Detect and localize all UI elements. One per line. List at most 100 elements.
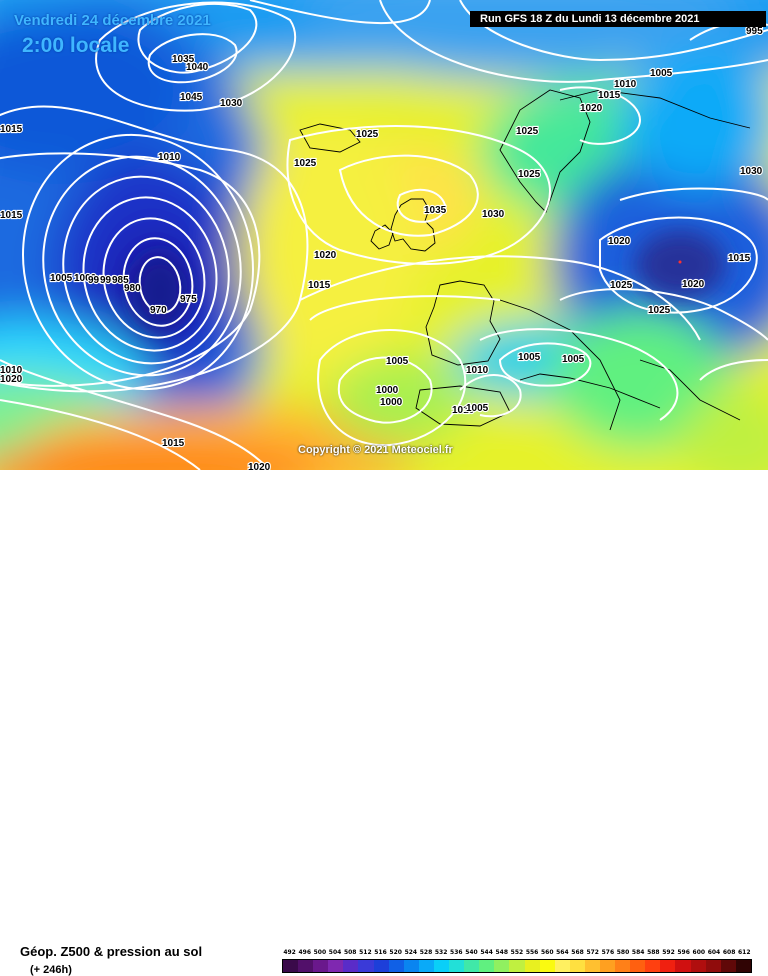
legend-swatch bbox=[298, 960, 314, 972]
legend-swatch bbox=[599, 960, 616, 972]
isobar-label: 1025 bbox=[294, 158, 317, 169]
legend-value: 560 bbox=[540, 949, 554, 956]
isobar-label: 1015 bbox=[162, 438, 185, 449]
legend-value: 508 bbox=[343, 949, 357, 956]
legend-value: 552 bbox=[510, 949, 524, 956]
z500-pressure-map: 1035 1040 1045 1030 1010 1025 1015 1025 … bbox=[0, 0, 768, 470]
legend-value: 520 bbox=[389, 949, 402, 956]
isobar-label: 1005 bbox=[650, 68, 673, 79]
forecast-date: Vendredi 24 décembre 2021 bbox=[14, 12, 211, 29]
legend-swatch bbox=[403, 960, 419, 972]
legend-swatch bbox=[675, 960, 691, 972]
legend-value: 496 bbox=[298, 949, 311, 956]
isobar-label: 1015 bbox=[0, 124, 23, 135]
isobar-label: 1010 bbox=[466, 365, 489, 376]
legend-value: 524 bbox=[404, 949, 418, 956]
legend-value: 612 bbox=[738, 949, 751, 956]
isobar-label: 1020 bbox=[0, 374, 23, 385]
legend-swatch bbox=[569, 960, 585, 972]
isobar-label: 1045 bbox=[180, 92, 203, 103]
isobar-label: 1035 bbox=[172, 54, 195, 65]
legend-swatch bbox=[283, 960, 299, 972]
legend-value: 608 bbox=[722, 949, 736, 956]
legend-value: 568 bbox=[571, 949, 584, 956]
legend-swatch bbox=[630, 960, 646, 972]
map-title: Géop. Z500 & pression au sol bbox=[20, 944, 203, 959]
legend-color-bar bbox=[282, 959, 752, 973]
isobar-label: 1005 bbox=[466, 403, 489, 414]
isobar-label: 1025 bbox=[356, 129, 379, 140]
isobar-label: 1035 bbox=[424, 205, 447, 216]
isobar-label: 1020 bbox=[314, 250, 337, 261]
legend-swatch bbox=[313, 960, 329, 972]
legend-value: 516 bbox=[374, 949, 387, 956]
map-footer: Géop. Z500 & pression au sol (+ 246h) 49… bbox=[0, 470, 768, 976]
legend-swatch bbox=[645, 960, 661, 972]
isobar-label: 1000 bbox=[74, 273, 97, 284]
legend-swatch bbox=[705, 960, 721, 972]
isobar-label: 1025 bbox=[516, 126, 539, 137]
isobar-label: 1005 bbox=[386, 356, 409, 367]
legend-swatch bbox=[479, 960, 495, 972]
isobar-label: 980 bbox=[124, 283, 141, 294]
legend-value: 528 bbox=[419, 949, 433, 956]
legend-value: 536 bbox=[450, 949, 463, 956]
isobar-label: 1005 bbox=[518, 352, 541, 363]
isobar-label: 1010 bbox=[452, 405, 475, 416]
color-legend: 492 496 500 504 508 512 516 520 524 528 532 536 540 5… bbox=[282, 949, 752, 973]
isobar-label: 1015 bbox=[308, 280, 331, 291]
copyright-text: Copyright © 2021 Meteociel.fr bbox=[298, 444, 453, 456]
legend-swatch bbox=[449, 960, 465, 972]
isobar-label: 1020 bbox=[608, 236, 631, 247]
legend-value: 564 bbox=[556, 949, 569, 956]
legend-swatch bbox=[373, 960, 389, 972]
legend-swatch bbox=[433, 960, 450, 972]
model-run-label: Run GFS 18 Z du Lundi 13 décembre 2021 bbox=[470, 11, 766, 27]
legend-value: 504 bbox=[328, 949, 342, 956]
isobar-label: 1030 bbox=[740, 166, 763, 177]
legend-swatch bbox=[539, 960, 555, 972]
legend-value: 512 bbox=[359, 949, 372, 956]
legend-swatch bbox=[328, 960, 344, 972]
isobar-label: 1025 bbox=[648, 305, 671, 316]
legend-swatch bbox=[615, 960, 631, 972]
isobar-labels: 1035 1040 1045 1030 1010 1025 1015 1025 … bbox=[0, 25, 764, 470]
low-pressure-cores bbox=[132, 230, 725, 330]
legend-swatch bbox=[660, 960, 676, 972]
legend-swatch bbox=[418, 960, 434, 972]
legend-value: 588 bbox=[647, 949, 660, 956]
isobar-label: 995 bbox=[746, 26, 763, 37]
legend-swatch bbox=[494, 960, 510, 972]
isobar-label: 1040 bbox=[186, 62, 209, 73]
legend-value: 548 bbox=[495, 949, 509, 956]
isobar-label: 995 bbox=[88, 275, 105, 286]
legend-swatch bbox=[524, 960, 540, 972]
legend-labels: 492 496 500 504 508 512 516 520 524 528 532 536 540 5… bbox=[282, 949, 752, 959]
weather-map: 1035 1040 1045 1030 1010 1025 1015 1025 … bbox=[0, 0, 768, 470]
isobar-label: 1020 bbox=[682, 279, 705, 290]
isobar-label: 1015 bbox=[728, 253, 751, 264]
isobar-label: 1030 bbox=[482, 209, 505, 220]
legend-value: 600 bbox=[692, 949, 706, 956]
legend-value: 592 bbox=[662, 949, 675, 956]
legend-value: 492 bbox=[283, 949, 296, 956]
legend-swatch bbox=[584, 960, 600, 972]
legend-value: 596 bbox=[677, 949, 690, 956]
legend-swatch bbox=[554, 960, 570, 972]
isobar-label: 990 bbox=[100, 275, 117, 286]
legend-value: 556 bbox=[525, 949, 539, 956]
isobar-label: 1030 bbox=[220, 98, 243, 109]
isobar-label: 1000 bbox=[380, 397, 403, 408]
isobar-label: 1010 bbox=[158, 152, 181, 163]
isobar-label: 1015 bbox=[0, 210, 23, 221]
legend-value: 540 bbox=[465, 949, 478, 956]
legend-value: 532 bbox=[434, 949, 448, 956]
isobar-label: 1010 bbox=[614, 79, 637, 90]
legend-value: 584 bbox=[631, 949, 645, 956]
legend-swatch bbox=[720, 960, 736, 972]
legend-value: 604 bbox=[707, 949, 721, 956]
isobar-label: 1025 bbox=[610, 280, 633, 291]
legend-value: 544 bbox=[480, 949, 493, 956]
isobar-label: 975 bbox=[180, 294, 197, 305]
isobar-label: 1005 bbox=[562, 354, 585, 365]
